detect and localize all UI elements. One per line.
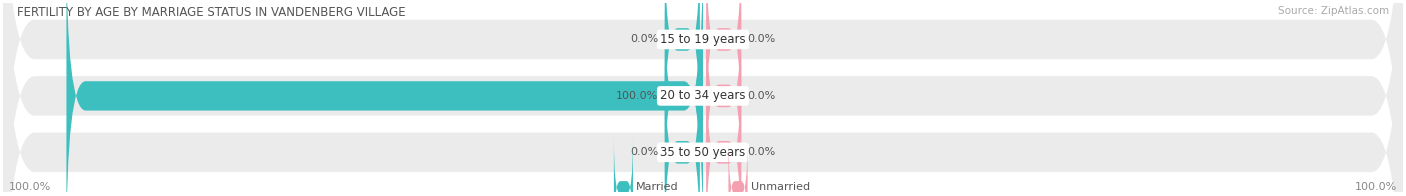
- Text: 100.0%: 100.0%: [10, 182, 52, 192]
- FancyBboxPatch shape: [706, 0, 741, 141]
- FancyBboxPatch shape: [614, 137, 633, 196]
- Text: 100.0%: 100.0%: [1354, 182, 1396, 192]
- FancyBboxPatch shape: [665, 51, 700, 196]
- Text: Source: ZipAtlas.com: Source: ZipAtlas.com: [1278, 6, 1389, 16]
- Text: 20 to 34 years: 20 to 34 years: [661, 89, 745, 102]
- Text: 35 to 50 years: 35 to 50 years: [661, 146, 745, 159]
- FancyBboxPatch shape: [728, 137, 748, 196]
- Text: FERTILITY BY AGE BY MARRIAGE STATUS IN VANDENBERG VILLAGE: FERTILITY BY AGE BY MARRIAGE STATUS IN V…: [17, 6, 405, 19]
- FancyBboxPatch shape: [3, 0, 1403, 196]
- Text: 0.0%: 0.0%: [748, 147, 776, 157]
- FancyBboxPatch shape: [3, 0, 1403, 196]
- FancyBboxPatch shape: [3, 0, 1403, 196]
- Text: 0.0%: 0.0%: [630, 34, 658, 44]
- FancyBboxPatch shape: [665, 0, 700, 141]
- Text: Married: Married: [636, 182, 679, 192]
- Text: 15 to 19 years: 15 to 19 years: [661, 33, 745, 46]
- Text: Unmarried: Unmarried: [751, 182, 810, 192]
- Text: 0.0%: 0.0%: [748, 34, 776, 44]
- Text: 0.0%: 0.0%: [748, 91, 776, 101]
- FancyBboxPatch shape: [66, 0, 703, 196]
- FancyBboxPatch shape: [665, 0, 700, 196]
- Text: 100.0%: 100.0%: [616, 91, 658, 101]
- Text: 0.0%: 0.0%: [630, 147, 658, 157]
- FancyBboxPatch shape: [706, 0, 741, 196]
- FancyBboxPatch shape: [706, 51, 741, 196]
